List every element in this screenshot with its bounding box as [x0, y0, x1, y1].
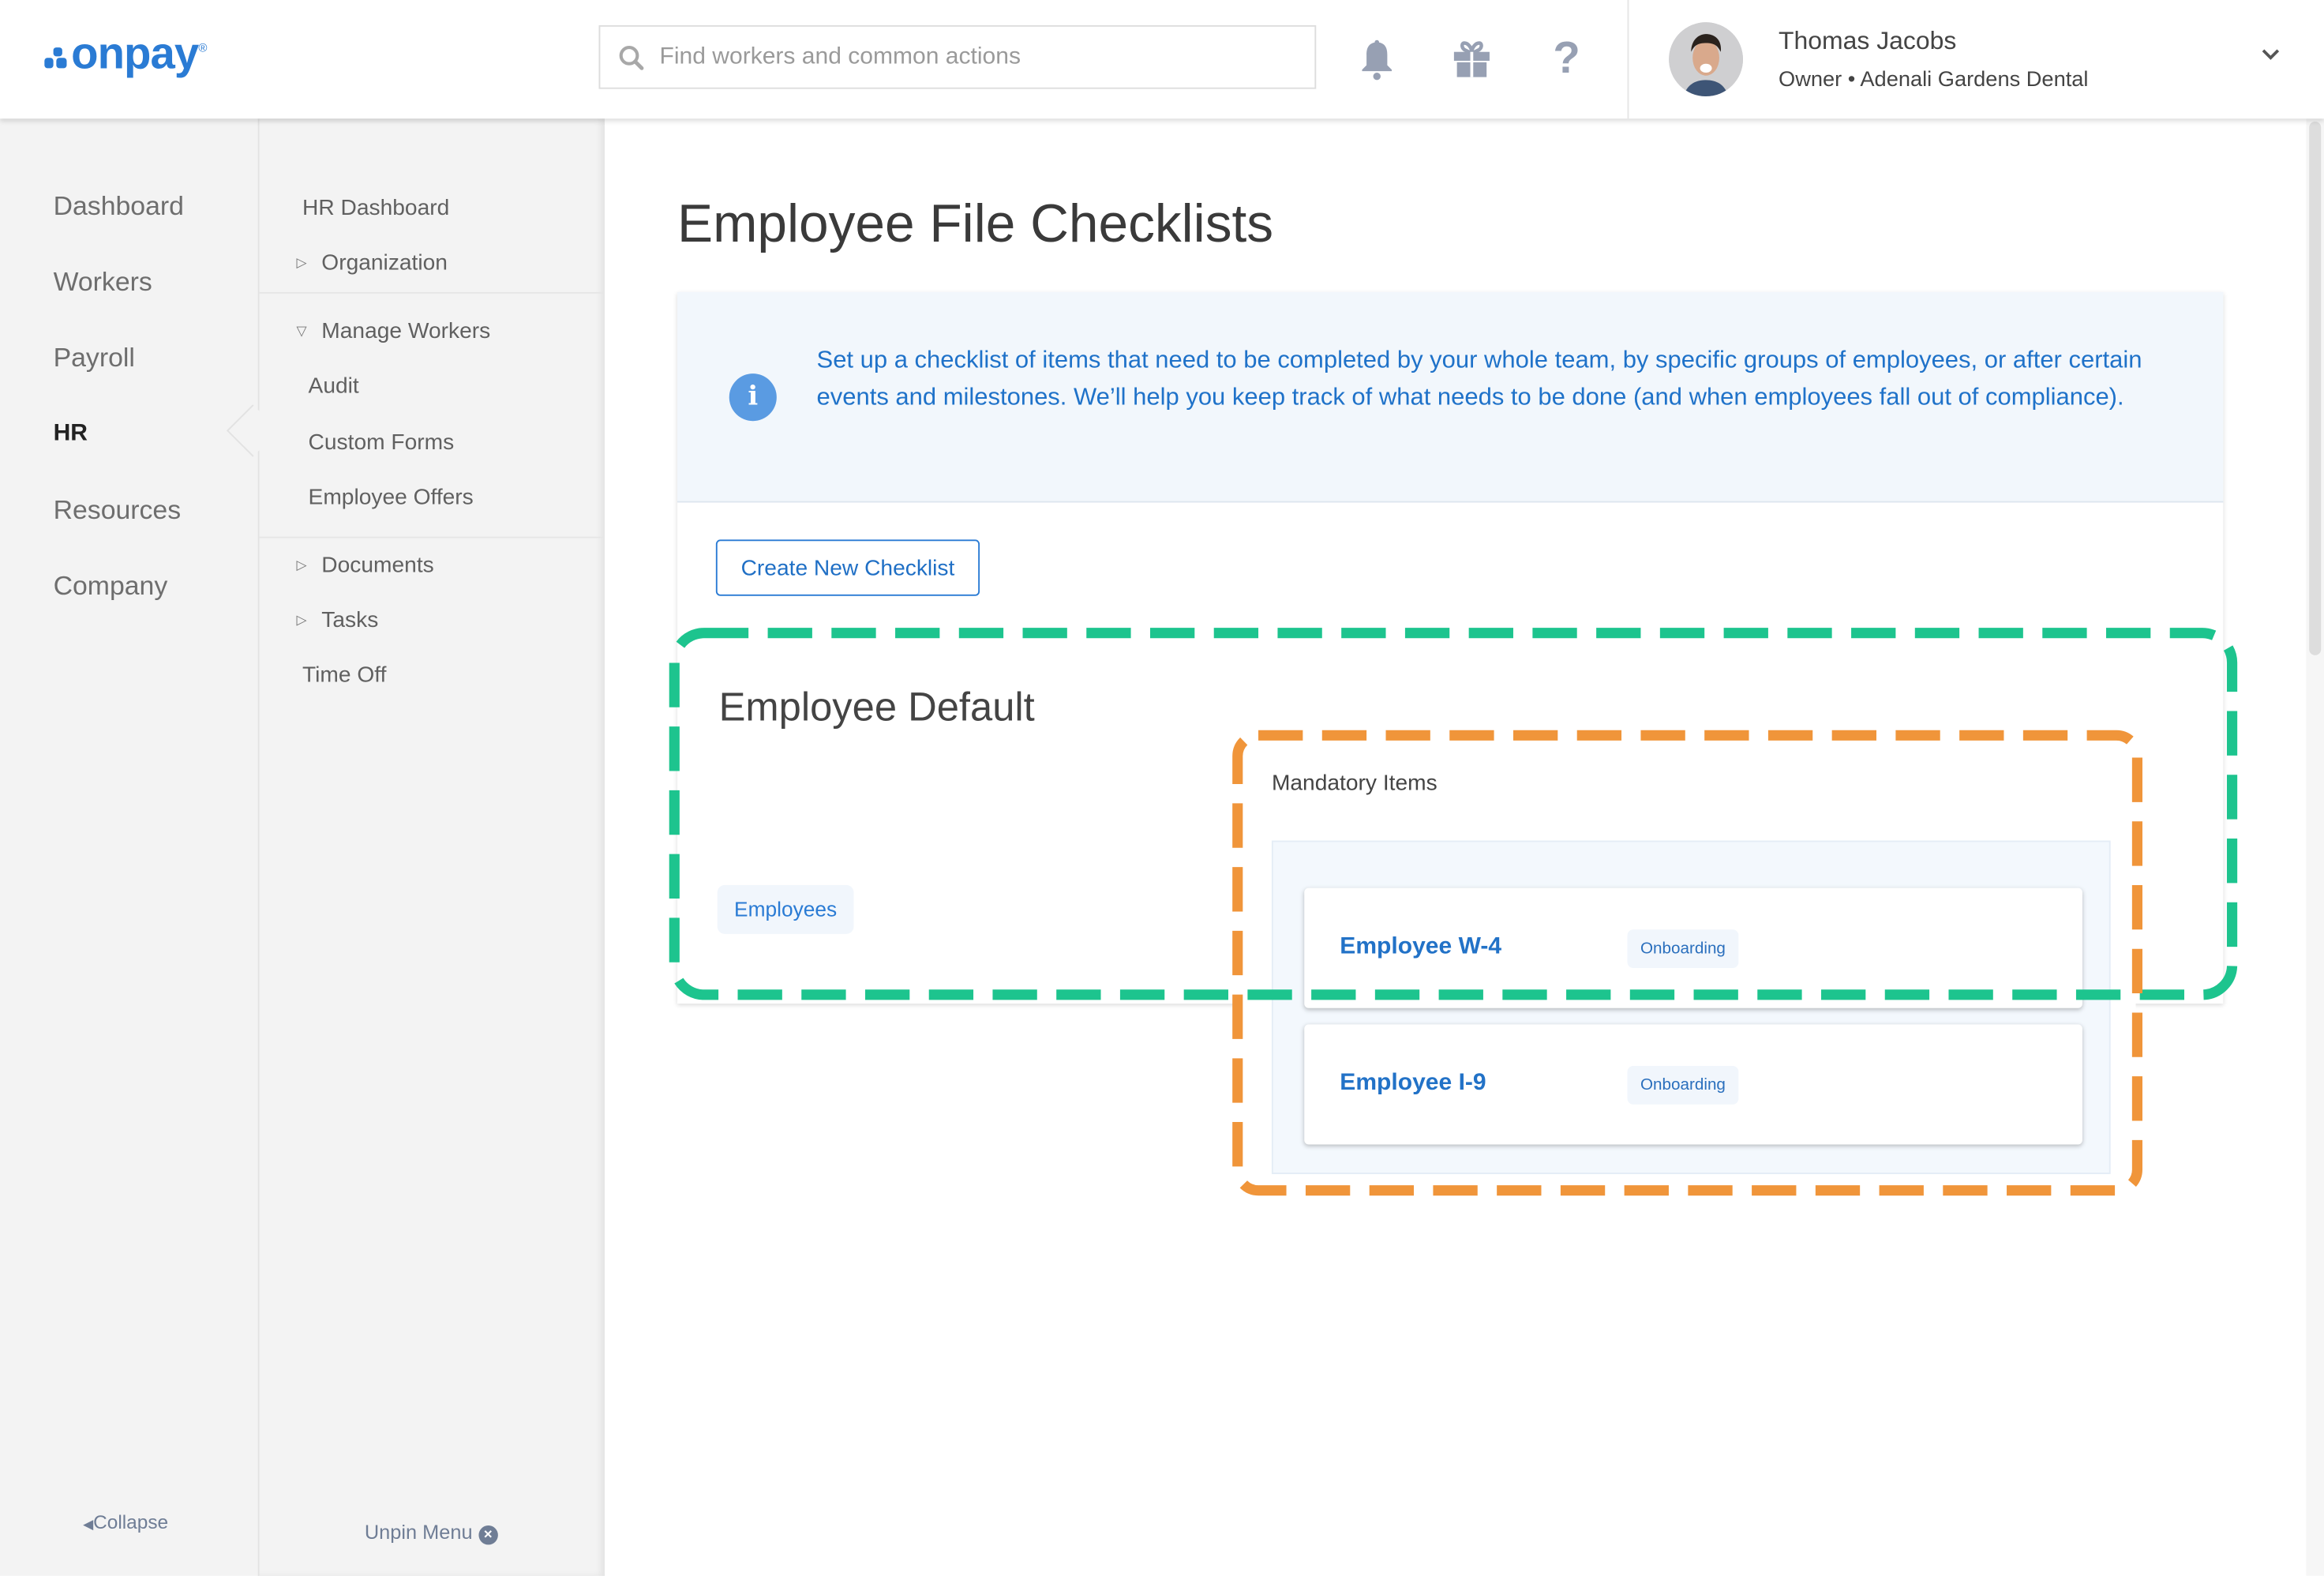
page-title: Employee File Checklists	[677, 193, 1274, 254]
logo-text: onpay	[71, 29, 199, 79]
primary-sidebar: Dashboard Workers Payroll HR Resources C…	[0, 118, 260, 1576]
bell-icon[interactable]	[1353, 36, 1400, 83]
subnav-label: Tasks	[321, 607, 379, 633]
unpin-label: Unpin Menu	[364, 1521, 473, 1544]
close-circle-icon: ×	[478, 1525, 498, 1545]
subnav-documents[interactable]: ▷ Documents	[297, 553, 434, 578]
nav-item-company[interactable]: Company	[53, 570, 168, 601]
nav-item-payroll[interactable]: Payroll	[53, 342, 135, 373]
list-item[interactable]: Employee I-9 Onboarding	[1304, 1024, 2082, 1145]
item-badge: Onboarding	[1627, 929, 1739, 969]
nav-item-workers[interactable]: Workers	[53, 266, 152, 297]
unpin-menu-button[interactable]: Unpin Menu ×	[364, 1521, 498, 1545]
subnav-manage-workers[interactable]: ▽ Manage Workers	[297, 319, 491, 344]
subnav-label: Organization	[321, 250, 448, 276]
create-new-checklist-button[interactable]: Create New Checklist	[715, 539, 980, 596]
subnav-label: Manage Workers	[321, 318, 491, 344]
mandatory-items-list: Employee W-4 Onboarding Employee I-9 Onb…	[1271, 840, 2111, 1175]
search-icon	[619, 45, 644, 69]
header-divider	[1627, 0, 1629, 119]
secondary-sidebar: HR Dashboard ▷ Organization ▽ Manage Worke…	[259, 118, 605, 1576]
nav-item-resources[interactable]: Resources	[53, 495, 182, 525]
nav-item-dashboard[interactable]: Dashboard	[53, 191, 184, 221]
checklist-name[interactable]: Employee Default	[718, 685, 1035, 730]
avatar[interactable]	[1669, 22, 1743, 97]
item-name[interactable]: Employee W-4	[1340, 933, 1502, 959]
info-banner: i Set up a checklist of items that need …	[677, 291, 2224, 503]
info-text: Set up a checklist of items that need to…	[816, 347, 2142, 411]
subnav-time-off[interactable]: Time Off	[302, 662, 387, 689]
search-box[interactable]	[598, 24, 1317, 89]
collapse-label: Collapse	[93, 1510, 169, 1533]
user-role: Owner • Adenali Gardens Dental	[1779, 68, 2089, 92]
collapse-button[interactable]: ◀Collapse	[83, 1510, 168, 1533]
info-icon: i	[729, 373, 777, 422]
search-input[interactable]	[656, 42, 1285, 73]
chevron-down-icon[interactable]	[2258, 44, 2282, 71]
item-badge: Onboarding	[1627, 1065, 1739, 1105]
subnav-organization[interactable]: ▷ Organization	[297, 250, 448, 276]
group-chip: Employees	[717, 884, 854, 934]
help-icon[interactable]: ?	[1553, 34, 1580, 84]
mandatory-items-section: Mandatory Items Employee W-4 Onboarding …	[1239, 737, 2136, 1189]
top-bar: onpay® ? Thomas Jacobs Owner • Adenali G…	[0, 0, 2324, 119]
subnav-employee-offers[interactable]: Employee Offers	[308, 484, 474, 510]
caret-right-icon: ▷	[296, 254, 307, 270]
caret-down-icon: ▽	[296, 323, 307, 339]
subnav-custom-forms[interactable]: Custom Forms	[308, 430, 455, 456]
mandatory-items-title: Mandatory Items	[1271, 771, 1438, 797]
caret-right-icon: ▷	[296, 557, 307, 572]
user-name: Thomas Jacobs	[1779, 26, 1957, 55]
caret-right-icon: ▷	[296, 612, 307, 628]
item-name[interactable]: Employee I-9	[1340, 1070, 1486, 1096]
caret-left-icon: ◀	[83, 1516, 94, 1532]
divider	[259, 536, 605, 538]
gift-icon[interactable]	[1448, 36, 1495, 83]
subnav-tasks[interactable]: ▷ Tasks	[297, 608, 379, 633]
list-item[interactable]: Employee W-4 Onboarding	[1304, 887, 2082, 1008]
subnav-hr-dashboard[interactable]: HR Dashboard	[302, 195, 450, 221]
divider	[259, 291, 605, 294]
onpay-logo[interactable]: onpay®	[44, 29, 207, 81]
subnav-audit[interactable]: Audit	[308, 373, 359, 400]
subnav-label: Documents	[321, 553, 434, 579]
nav-item-hr[interactable]: HR	[53, 421, 88, 447]
scrollbar[interactable]	[2306, 118, 2324, 1576]
